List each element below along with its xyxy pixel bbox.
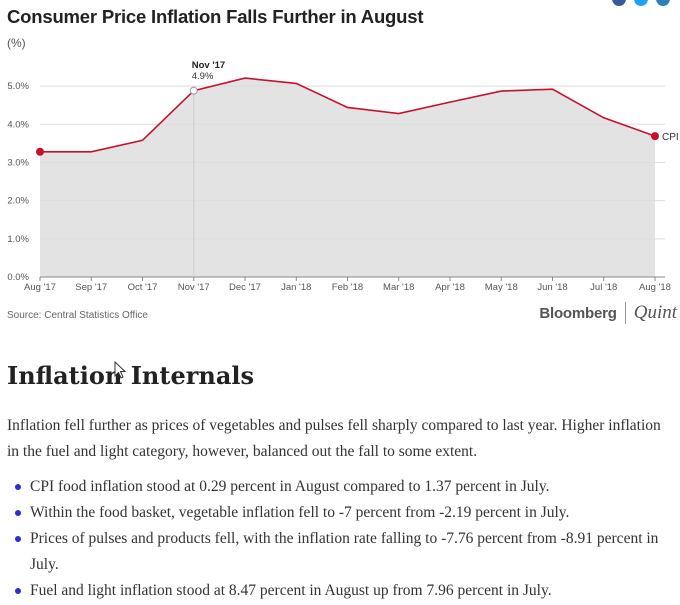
source-note: Source: Central Statistics Office bbox=[7, 310, 148, 321]
x-tick-label: Jul '18 bbox=[590, 282, 617, 293]
data-point bbox=[397, 112, 401, 116]
annotation-label: Nov '17 bbox=[192, 60, 225, 71]
x-tick-label: Dec '17 bbox=[229, 282, 261, 293]
x-tick-label: Oct '17 bbox=[128, 282, 158, 293]
brand-divider bbox=[624, 302, 626, 324]
chart-title: Consumer Price Inflation Falls Further i… bbox=[7, 6, 424, 27]
x-tick-label: Mar '18 bbox=[383, 282, 414, 293]
bullet-text: Fuel and light inflation stood at 8.47 p… bbox=[30, 582, 552, 599]
bullet-text: Within the food basket, vegetable inflat… bbox=[30, 504, 570, 521]
y-tick-label: 0.0% bbox=[7, 272, 29, 283]
list-item: Within the food basket, vegetable inflat… bbox=[7, 500, 675, 526]
share-icons bbox=[612, 0, 670, 6]
y-tick-label: 4.0% bbox=[7, 119, 29, 130]
bullet-dot-icon bbox=[15, 588, 21, 594]
mouse-cursor-icon bbox=[114, 361, 126, 379]
y-tick-label: 2.0% bbox=[7, 196, 29, 207]
data-point bbox=[651, 132, 659, 141]
bullet-text: CPI food inflation stood at 0.29 percent… bbox=[30, 478, 550, 495]
x-tick-label: Aug '17 bbox=[24, 282, 56, 293]
y-tick-label: 1.0% bbox=[7, 234, 29, 245]
data-point bbox=[36, 147, 44, 156]
bullet-dot-icon bbox=[15, 536, 21, 542]
data-point bbox=[189, 86, 198, 95]
brand-logo: Bloomberg Quint bbox=[539, 302, 677, 324]
bullet-list: CPI food inflation stood at 0.29 percent… bbox=[7, 474, 675, 604]
x-tick-label: Aug '18 bbox=[639, 282, 671, 293]
data-point bbox=[602, 116, 606, 120]
data-point bbox=[89, 150, 93, 154]
x-tick-label: Jun '18 bbox=[537, 282, 567, 293]
series-label-cpi: CPI bbox=[662, 132, 679, 143]
x-tick-label: Apr '18 bbox=[435, 282, 465, 293]
twitter-icon[interactable] bbox=[634, 0, 648, 6]
facebook-icon[interactable] bbox=[612, 0, 626, 6]
y-tick-label: 3.0% bbox=[7, 157, 29, 168]
data-point bbox=[499, 89, 503, 93]
unit-label: (%) bbox=[7, 36, 26, 50]
bullet-text: Prices of pulses and products fell, with… bbox=[30, 530, 659, 573]
list-item: Prices of pulses and products fell, with… bbox=[7, 526, 675, 578]
bloomberg-wordmark: Bloomberg bbox=[539, 304, 617, 322]
bullet-dot-icon bbox=[15, 484, 21, 490]
x-tick-label: Sep '17 bbox=[75, 282, 107, 293]
cpi-chart: 0.0% 1.0% 2.0% 3.0% 4.0% 5.0% Aug '17 Sep '17 Oc… bbox=[7, 60, 679, 293]
x-tick-label: Jan '18 bbox=[281, 282, 311, 293]
data-point bbox=[551, 87, 555, 91]
x-tick-label: Nov '17 bbox=[178, 282, 210, 293]
data-point bbox=[448, 100, 452, 104]
y-tick-label: 5.0% bbox=[7, 81, 29, 92]
data-point bbox=[243, 76, 247, 80]
bullet-dot-icon bbox=[15, 510, 21, 516]
list-item: CPI food inflation stood at 0.29 percent… bbox=[7, 474, 675, 500]
series-line-cpi bbox=[40, 77, 656, 153]
whatsapp-icon[interactable] bbox=[656, 0, 670, 6]
list-item: Fuel and light inflation stood at 8.47 p… bbox=[7, 578, 675, 604]
quint-wordmark: Quint bbox=[633, 302, 677, 323]
article-paragraph: Inflation fell further as prices of vege… bbox=[7, 417, 661, 460]
data-point bbox=[346, 105, 350, 109]
data-point bbox=[294, 81, 298, 85]
data-point bbox=[141, 138, 145, 142]
article-heading: Inflation Internals bbox=[7, 361, 254, 390]
x-tick-label: Feb '18 bbox=[332, 282, 363, 293]
annotation-value: 4.9% bbox=[192, 71, 214, 82]
x-tick-label: May '18 bbox=[485, 282, 518, 293]
